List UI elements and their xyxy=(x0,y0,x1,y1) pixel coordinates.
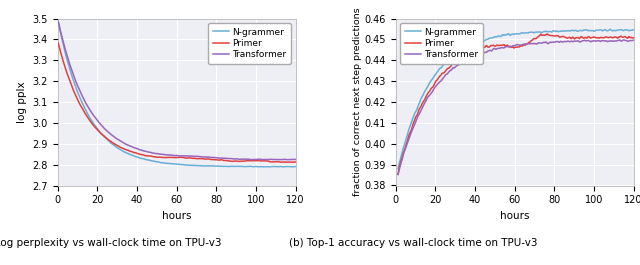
Transformer xyxy=(285,158,293,161)
Primer xyxy=(262,160,269,163)
Primer xyxy=(495,44,502,47)
Transformer xyxy=(625,39,633,42)
Primer xyxy=(287,161,295,164)
N-grammer xyxy=(394,167,402,170)
N-grammer xyxy=(606,28,614,31)
Primer xyxy=(145,154,153,157)
Legend: N-grammer, Primer, Transformer: N-grammer, Primer, Transformer xyxy=(400,23,483,64)
N-grammer xyxy=(600,29,607,32)
Primer xyxy=(543,32,551,36)
Transformer xyxy=(394,173,402,176)
Transformer xyxy=(435,81,443,85)
N-grammer xyxy=(630,28,637,32)
N-grammer xyxy=(81,108,89,111)
Transformer xyxy=(630,39,637,42)
Transformer xyxy=(484,49,492,52)
N-grammer xyxy=(95,130,103,133)
N-grammer xyxy=(292,165,300,168)
Transformer xyxy=(600,39,607,42)
X-axis label: hours: hours xyxy=(500,211,529,221)
Transformer xyxy=(95,121,103,125)
Transformer xyxy=(145,151,153,154)
Transformer xyxy=(54,20,62,23)
N-grammer xyxy=(262,165,269,168)
Transformer xyxy=(262,158,269,161)
N-grammer xyxy=(156,161,163,164)
Primer xyxy=(435,76,443,79)
Primer xyxy=(484,46,492,49)
Line: Primer: Primer xyxy=(398,34,634,174)
N-grammer xyxy=(484,37,492,41)
Line: Transformer: Transformer xyxy=(58,21,296,160)
Transformer xyxy=(287,158,295,161)
Primer xyxy=(81,112,89,115)
N-grammer xyxy=(287,165,295,168)
Line: N-grammer: N-grammer xyxy=(58,21,296,167)
N-grammer xyxy=(625,29,633,32)
Text: (a) Log perplexity vs wall-clock time on TPU-v3: (a) Log perplexity vs wall-clock time on… xyxy=(0,238,221,249)
Primer xyxy=(292,160,300,164)
Y-axis label: fraction of correct next step predictions: fraction of correct next step prediction… xyxy=(353,8,362,196)
Transformer xyxy=(421,101,429,104)
Text: (b) Top-1 accuracy vs wall-clock time on TPU-v3: (b) Top-1 accuracy vs wall-clock time on… xyxy=(289,238,537,249)
Primer xyxy=(421,98,429,101)
Transformer xyxy=(292,158,300,161)
Primer xyxy=(95,130,103,133)
Primer xyxy=(625,35,633,38)
Transformer xyxy=(81,100,89,104)
N-grammer xyxy=(421,90,429,93)
Primer xyxy=(630,36,637,39)
X-axis label: hours: hours xyxy=(162,211,191,221)
Primer xyxy=(54,41,62,45)
N-grammer xyxy=(280,165,287,169)
Primer xyxy=(289,161,297,164)
Y-axis label: log pplx: log pplx xyxy=(17,81,27,123)
Transformer xyxy=(616,38,623,41)
Line: Primer: Primer xyxy=(58,43,296,162)
N-grammer xyxy=(145,158,153,162)
Transformer xyxy=(495,47,502,50)
Primer xyxy=(600,36,607,39)
Legend: N-grammer, Primer, Transformer: N-grammer, Primer, Transformer xyxy=(208,23,291,64)
Primer xyxy=(394,173,402,176)
Primer xyxy=(156,156,163,159)
Line: Transformer: Transformer xyxy=(398,40,634,175)
N-grammer xyxy=(54,20,62,23)
Line: N-grammer: N-grammer xyxy=(398,29,634,169)
N-grammer xyxy=(435,68,443,71)
N-grammer xyxy=(495,34,502,38)
Transformer xyxy=(156,153,163,156)
